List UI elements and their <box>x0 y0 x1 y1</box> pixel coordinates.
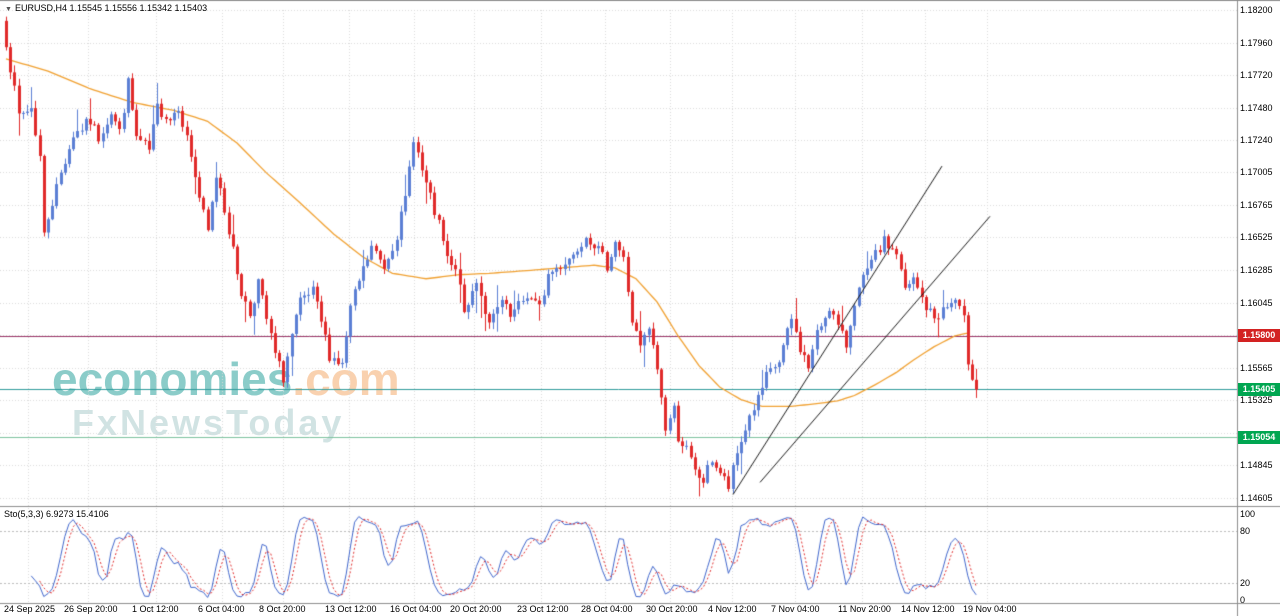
stochastic-axis-label: 100 <box>1240 509 1256 519</box>
time-axis-label: 7 Nov 04:00 <box>771 604 820 614</box>
chart-legend: ▼ EURUSD,H4 1.15545 1.15556 1.15342 1.154… <box>5 3 207 13</box>
price-axis-label: 1.17480 <box>1240 102 1273 113</box>
symbol-marker-icon: ▼ <box>5 6 12 13</box>
price-axis-label: 1.16525 <box>1240 232 1273 243</box>
price-badge: 1.15800 <box>1238 329 1280 343</box>
price-axis-label: 1.14845 <box>1240 460 1273 471</box>
time-axis-label: 30 Oct 20:00 <box>646 604 698 614</box>
time-axis-label: 1 Oct 12:00 <box>132 604 179 614</box>
time-axis-label: 14 Nov 12:00 <box>901 604 955 614</box>
price-axis-label: 1.17960 <box>1240 37 1273 48</box>
price-badge: 1.15405 <box>1238 382 1280 396</box>
time-axis-label: 4 Nov 12:00 <box>708 604 757 614</box>
time-axis-label: 28 Oct 04:00 <box>581 604 633 614</box>
price-axis-label: 1.17720 <box>1240 70 1273 81</box>
stochastic-axis-label: 80 <box>1240 526 1251 537</box>
time-axis-label: 16 Oct 04:00 <box>390 604 442 614</box>
time-axis-label: 19 Nov 04:00 <box>963 604 1017 614</box>
price-axis-label: 1.16045 <box>1240 297 1273 308</box>
price-badge: 1.15054 <box>1238 430 1280 444</box>
stochastic-axis-label: 0 <box>1240 595 1246 605</box>
price-axis-label: 1.17240 <box>1240 135 1273 146</box>
price-axis-label: 1.17005 <box>1240 167 1273 178</box>
price-axis-label: 1.18200 <box>1240 5 1273 15</box>
time-axis-label: 26 Sep 20:00 <box>64 604 118 614</box>
time-axis-label: 24 Sep 2025 <box>4 604 56 614</box>
price-axis-label: 1.15565 <box>1240 362 1273 373</box>
symbol-ohlc-label: EURUSD,H4 1.15545 1.15556 1.15342 1.1540… <box>14 3 208 13</box>
time-axis-label: 6 Oct 04:00 <box>198 604 245 614</box>
time-axis-label: 20 Oct 20:00 <box>450 604 502 614</box>
time-axis-label: 8 Oct 20:00 <box>259 604 306 614</box>
time-axis-label: 13 Oct 12:00 <box>325 604 377 614</box>
price-axis-label: 1.16285 <box>1240 264 1273 275</box>
time-axis-label: 11 Nov 20:00 <box>838 604 891 614</box>
price-axis-label: 1.14605 <box>1240 492 1273 503</box>
stochastic-label: Sto(5,3,3) 6.9273 15.4106 <box>4 509 109 519</box>
time-axis-label: 23 Oct 12:00 <box>517 604 569 614</box>
price-axis-label: 1.16765 <box>1240 199 1273 210</box>
stochastic-axis-label: 20 <box>1240 577 1251 588</box>
price-axis-label: 1.15325 <box>1240 395 1273 406</box>
